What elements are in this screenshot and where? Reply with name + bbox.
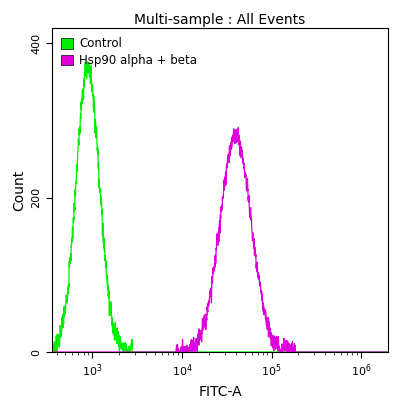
Legend: Control, Hsp90 alpha + beta: Control, Hsp90 alpha + beta xyxy=(58,34,201,70)
Title: Multi-sample : All Events: Multi-sample : All Events xyxy=(134,13,306,27)
Y-axis label: Count: Count xyxy=(12,169,26,211)
X-axis label: FITC-A: FITC-A xyxy=(198,384,242,398)
